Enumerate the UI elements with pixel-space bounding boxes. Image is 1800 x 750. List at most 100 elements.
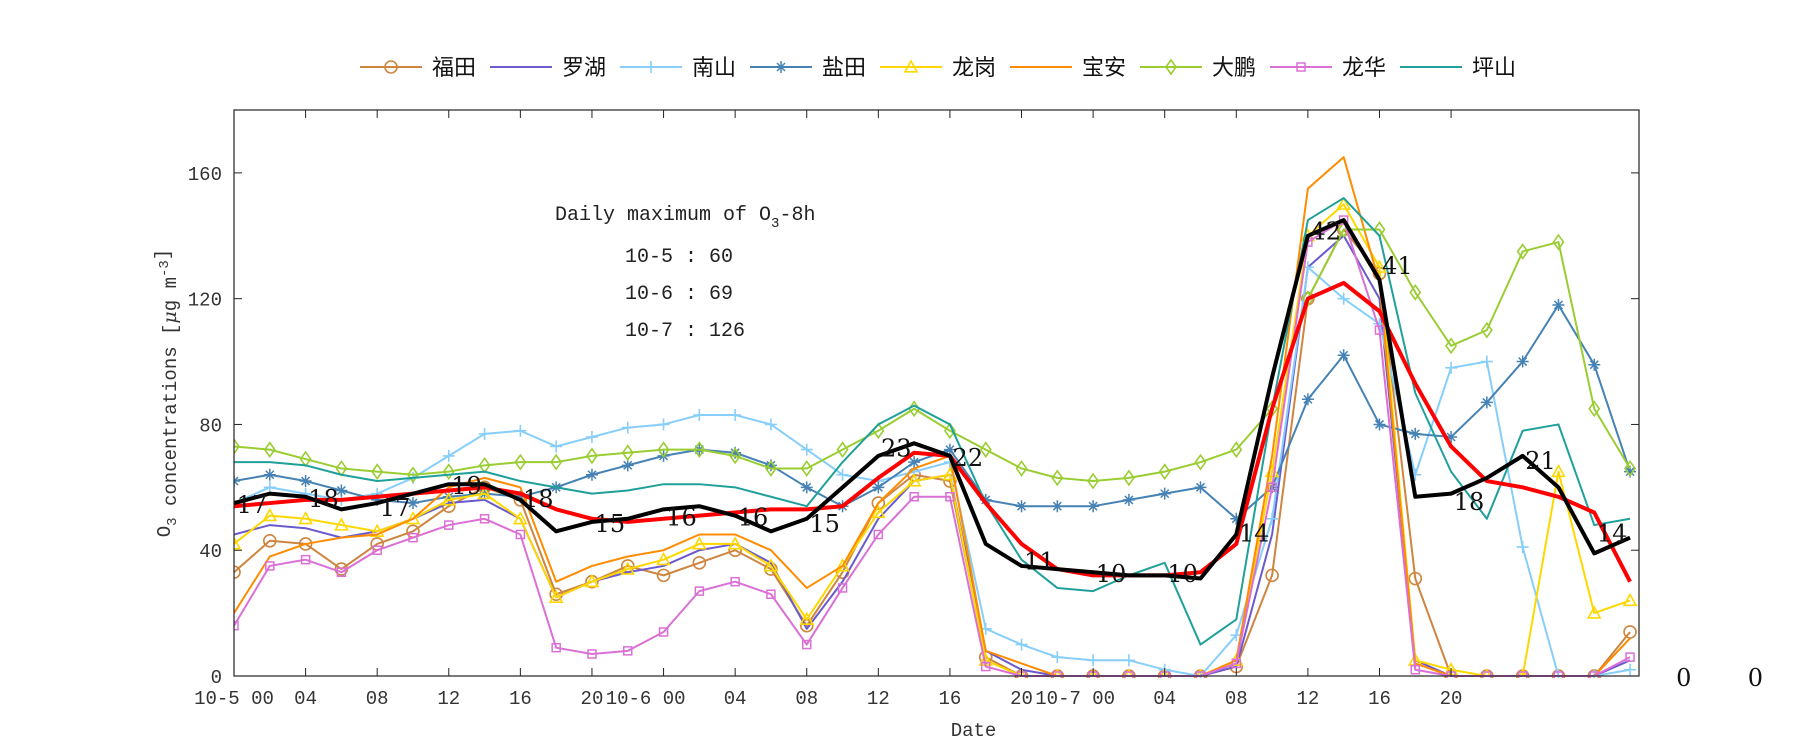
annotation-label: 19	[451, 472, 482, 500]
annotation-label: 0	[1676, 664, 1691, 692]
data-point	[656, 568, 671, 583]
data-point	[1122, 493, 1135, 506]
textbox-title-pre: Daily maximum of O	[555, 204, 771, 227]
legend-label: 盐田	[822, 56, 866, 81]
annotation-label: 0	[1748, 664, 1763, 692]
data-point	[550, 453, 563, 471]
series-line-9	[234, 280, 1632, 583]
y-label-part: ]	[152, 249, 174, 260]
data-point	[515, 529, 526, 540]
data-point	[585, 468, 598, 481]
data-point	[729, 409, 742, 422]
data-point	[1051, 500, 1064, 513]
data-point	[1267, 482, 1277, 493]
annotation-label: 42	[1311, 217, 1342, 245]
data-point	[1624, 663, 1637, 676]
data-point	[836, 468, 849, 481]
legend-item-7[interactable]: 龙华	[1270, 56, 1386, 81]
triangle-marker-icon	[903, 59, 919, 73]
data-point	[408, 532, 418, 543]
circle-marker-icon	[384, 60, 398, 74]
data-point	[873, 529, 884, 540]
data-point	[1194, 481, 1207, 494]
data-point	[585, 431, 598, 444]
data-point	[764, 418, 777, 431]
annotation-label: 21	[1525, 447, 1556, 475]
data-point	[335, 484, 348, 497]
legend-label: 宝安	[1082, 56, 1126, 81]
data-point	[837, 583, 848, 593]
data-point	[441, 492, 457, 506]
data-point	[800, 443, 813, 456]
series-line	[234, 203, 1631, 677]
data-point	[1087, 500, 1100, 513]
annotation-label: 10	[1167, 560, 1198, 588]
data-point	[584, 574, 600, 588]
data-point	[262, 507, 278, 522]
x-tick-label: 04	[724, 688, 747, 710]
x-tick-label: 10-6 00	[606, 688, 686, 710]
legend-item-6[interactable]: 大鹏	[1140, 56, 1256, 81]
data-point	[1552, 233, 1565, 251]
data-point	[943, 422, 956, 440]
data-point	[800, 460, 813, 477]
data-point	[1623, 625, 1637, 639]
legend-item-5[interactable]: 宝安	[1010, 56, 1126, 81]
data-point	[1551, 463, 1566, 478]
data-point	[1087, 654, 1100, 667]
data-point	[371, 493, 384, 506]
legend-item-4[interactable]: 龙岗	[880, 56, 996, 81]
data-point	[234, 620, 239, 631]
data-point	[945, 492, 955, 502]
data-point	[870, 504, 886, 519]
data-point	[621, 444, 634, 462]
data-point	[1445, 337, 1458, 355]
legend-item-2[interactable]: 南山	[620, 56, 736, 81]
x-tick-label: 12	[867, 688, 890, 710]
y-tick-label: 120	[188, 290, 222, 312]
legend-item-1[interactable]: 罗湖	[490, 56, 606, 81]
annotation-label: 15	[595, 510, 626, 538]
data-point	[1588, 358, 1601, 371]
data-point	[1265, 568, 1279, 583]
x-tick-label: 20	[1440, 688, 1463, 710]
data-point	[263, 468, 276, 481]
data-point	[1625, 652, 1635, 662]
data-point	[372, 545, 382, 555]
data-point	[1337, 292, 1350, 305]
data-point	[1301, 393, 1314, 406]
data-point	[657, 441, 670, 458]
data-point	[1194, 453, 1207, 471]
data-point	[1051, 469, 1064, 487]
data-point	[1588, 400, 1601, 418]
legend-item-0[interactable]: 福田	[360, 56, 476, 81]
data-point	[1015, 460, 1028, 477]
data-point	[265, 561, 275, 571]
y-label-part: g m	[160, 277, 182, 311]
annotation-label: 18	[1454, 488, 1485, 516]
data-point	[693, 441, 706, 458]
data-point	[871, 496, 886, 510]
data-point	[763, 558, 779, 572]
data-point	[1231, 658, 1242, 669]
x-tick-label: 08	[366, 688, 389, 710]
legend-item-8[interactable]: 坪山	[1400, 56, 1516, 81]
y-label-part: concentrations [	[160, 324, 182, 518]
data-point	[694, 586, 705, 596]
textbox-title-post: -8h	[779, 204, 815, 227]
data-point	[979, 441, 992, 458]
x-tick-label: 10-5 00	[194, 688, 274, 710]
textbox-line: 10-6 : 69	[625, 283, 733, 306]
data-point	[658, 627, 669, 637]
data-point	[980, 661, 991, 672]
legend-item-3[interactable]: 盐田	[750, 56, 866, 81]
data-point	[336, 567, 347, 577]
data-point	[1622, 592, 1638, 607]
data-point	[1480, 396, 1493, 409]
asterisk-marker-icon	[775, 61, 787, 73]
data-point	[548, 589, 564, 603]
series-坪山	[234, 197, 1631, 646]
data-point	[1516, 243, 1529, 260]
